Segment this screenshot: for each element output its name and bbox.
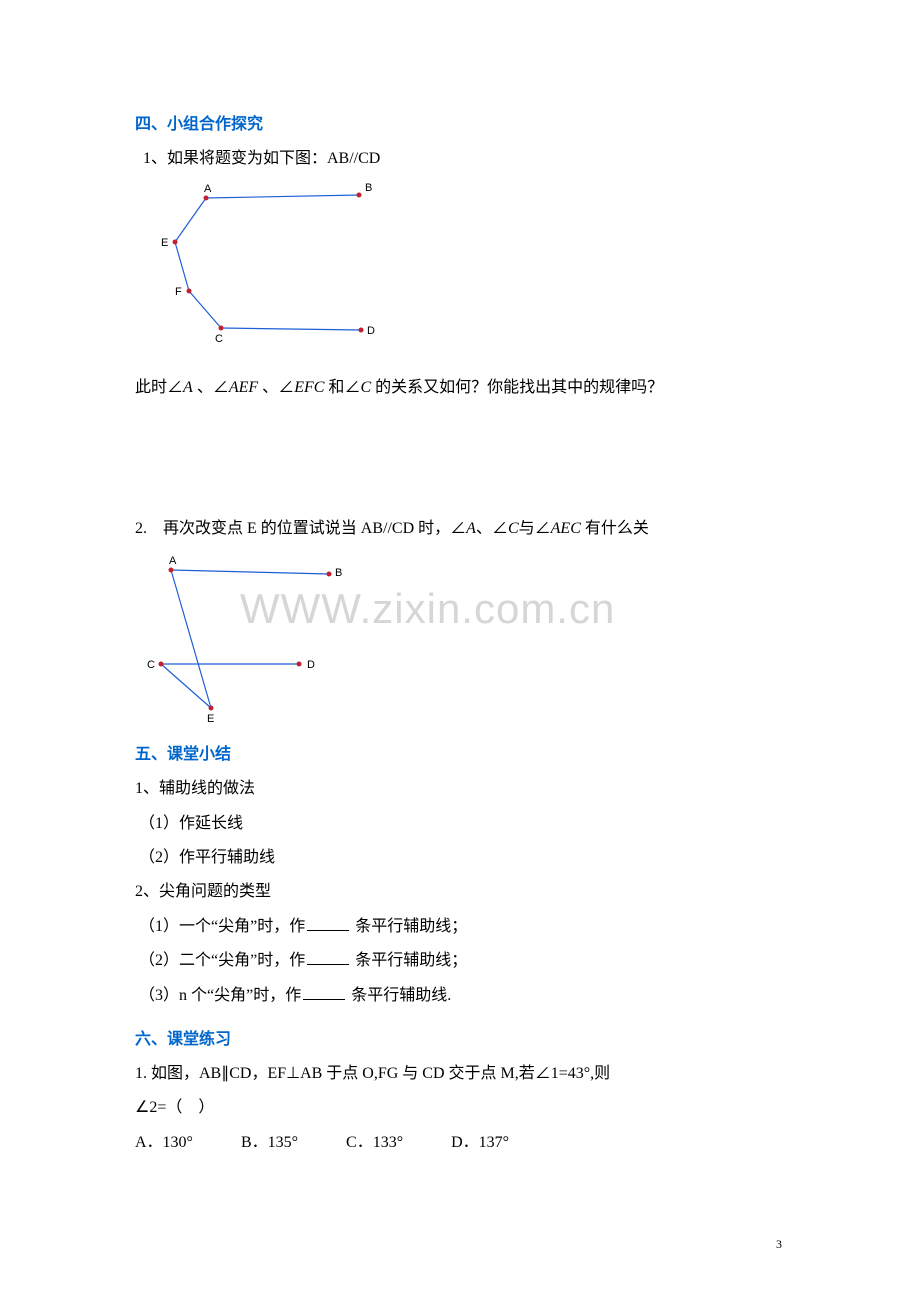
- diagram1-container: A B E F C D: [141, 180, 785, 355]
- ang: ∠: [278, 379, 294, 396]
- s5-l1b: （2）作平行辅助线: [139, 843, 785, 873]
- pre: （2）二个“尖角”时，作: [139, 952, 305, 969]
- txt: 的关系又如何？你能找出其中的规律吗？: [371, 379, 663, 396]
- sep: 、: [258, 379, 278, 396]
- svg-text:D: D: [367, 325, 375, 337]
- s5-l1a: （1）作延长线: [139, 809, 785, 839]
- pre: （3）n 个“尖角”时，作: [139, 987, 301, 1004]
- svg-text:C: C: [147, 659, 155, 671]
- txt: 2. 再次改变点 E 的位置试说当 AB//CD 时，: [135, 520, 450, 537]
- ang: ∠: [167, 379, 183, 396]
- svg-text:E: E: [161, 237, 168, 249]
- svg-text:C: C: [215, 333, 223, 345]
- s4-q2: 2. 再次改变点 E 的位置试说当 AB//CD 时，∠A、∠C与∠AEC 有什…: [135, 514, 785, 544]
- opt-c: C．133°: [346, 1128, 403, 1158]
- section4-heading: 四、小组合作探究: [135, 110, 785, 134]
- post: 条平行辅助线；: [351, 952, 467, 969]
- opt-b: B．135°: [241, 1128, 298, 1158]
- diagram2-svg: A B C D E: [141, 550, 351, 725]
- blank-1: [307, 915, 349, 930]
- s4-angle-line: 此时∠A 、∠AEF 、∠EFC 和∠C 的关系又如何？你能找出其中的规律吗？: [135, 373, 785, 403]
- s5-l1: 1、辅助线的做法: [135, 774, 785, 804]
- s5-l2a: （1）一个“尖角”时，作 条平行辅助线；: [139, 912, 785, 942]
- ang: ∠: [213, 379, 229, 396]
- ang-aef: AEF: [229, 379, 258, 396]
- ang: ∠: [535, 520, 551, 537]
- ang-efc: EFC: [294, 379, 324, 396]
- s5-l2b: （2）二个“尖角”时，作 条平行辅助线；: [139, 946, 785, 976]
- s6-options: A．130° B．135° C．133° D．137°: [135, 1128, 785, 1158]
- ang-a: A: [183, 379, 193, 396]
- page: WWW.zixin.com.cn 四、小组合作探究 1、如果将题变为如下图：AB…: [0, 0, 920, 1302]
- svg-text:D: D: [307, 659, 315, 671]
- ang: ∠: [492, 520, 508, 537]
- post: 条平行辅助线；: [351, 918, 467, 935]
- sep: 、: [193, 379, 213, 396]
- txt: 有什么关: [581, 520, 649, 537]
- ang: ∠: [450, 520, 466, 537]
- section6-heading: 六、课堂练习: [135, 1025, 785, 1049]
- svg-text:B: B: [365, 182, 372, 194]
- blank-2: [307, 950, 349, 965]
- svg-text:F: F: [175, 286, 182, 298]
- sep: 、: [476, 520, 492, 537]
- diagram2-container: A B C D E: [141, 550, 785, 730]
- pre: （1）一个“尖角”时，作: [139, 918, 305, 935]
- svg-text:A: A: [169, 555, 177, 567]
- svg-text:B: B: [335, 567, 342, 579]
- svg-text:A: A: [204, 183, 212, 195]
- ang-aec: AEC: [551, 520, 581, 537]
- page-number: 3: [776, 1237, 782, 1252]
- s5-l2: 2、尖角问题的类型: [135, 877, 785, 907]
- blank-3: [303, 984, 345, 999]
- section5-heading: 五、课堂小结: [135, 740, 785, 764]
- txt: 此时: [135, 379, 167, 396]
- opt-a: A．130°: [135, 1128, 193, 1158]
- svg-text:E: E: [207, 713, 214, 725]
- ang-a: A: [466, 520, 476, 537]
- sep: 和: [324, 379, 344, 396]
- ang-c: C: [508, 520, 519, 537]
- s5-l2c: （3）n 个“尖角”时，作 条平行辅助线.: [139, 981, 785, 1011]
- s4-q1: 1、如果将题变为如下图：AB//CD: [143, 144, 785, 174]
- sep: 与: [519, 520, 535, 537]
- diagram1-svg: A B E F C D: [141, 180, 391, 350]
- s6-q1b: ∠2=（ ）: [135, 1093, 785, 1123]
- post: 条平行辅助线.: [347, 987, 451, 1004]
- s6-q1a: 1. 如图，AB∥CD，EF⊥AB 于点 O,FG 与 CD 交于点 M,若∠1…: [135, 1059, 785, 1089]
- ang-c: C: [360, 379, 371, 396]
- ang: ∠: [344, 379, 360, 396]
- opt-d: D．137°: [451, 1128, 509, 1158]
